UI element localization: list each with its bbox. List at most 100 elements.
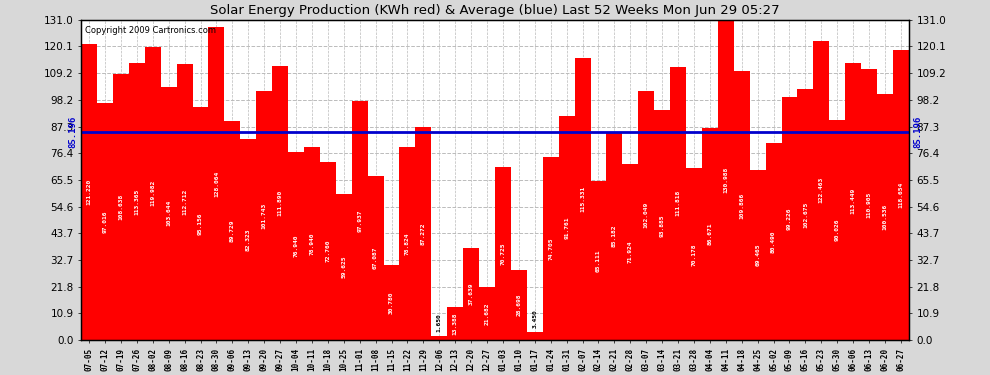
Bar [256, 91, 272, 340]
Bar [367, 176, 383, 340]
Text: 72.760: 72.760 [326, 240, 331, 262]
Text: 87.272: 87.272 [421, 222, 426, 245]
Text: 90.026: 90.026 [835, 219, 840, 241]
Bar [145, 46, 160, 340]
Text: 112.712: 112.712 [182, 189, 187, 215]
Text: 59.625: 59.625 [342, 256, 346, 278]
Bar [623, 164, 639, 340]
Text: 67.087: 67.087 [373, 247, 378, 269]
Text: 70.725: 70.725 [501, 242, 506, 265]
Bar [225, 121, 241, 340]
Text: 109.866: 109.866 [740, 193, 744, 219]
Bar [527, 332, 543, 340]
Text: 99.226: 99.226 [787, 207, 792, 230]
Text: 111.890: 111.890 [277, 190, 282, 216]
Text: 82.323: 82.323 [246, 228, 250, 251]
Text: 111.818: 111.818 [675, 190, 680, 216]
Text: 78.940: 78.940 [310, 232, 315, 255]
Bar [416, 127, 432, 340]
Text: 122.463: 122.463 [819, 177, 824, 204]
Text: 37.639: 37.639 [468, 283, 473, 305]
Bar [639, 90, 654, 340]
Bar [734, 71, 749, 340]
Text: 110.905: 110.905 [866, 191, 871, 217]
Bar [209, 27, 225, 340]
Bar [241, 139, 256, 340]
Bar [830, 120, 845, 340]
Text: 21.682: 21.682 [484, 302, 489, 325]
Bar [607, 132, 623, 340]
Bar [781, 98, 797, 340]
Bar [400, 147, 416, 340]
Bar [113, 74, 129, 340]
Text: 1.650: 1.650 [437, 314, 442, 332]
Bar [797, 89, 814, 340]
Bar [814, 40, 830, 340]
Bar [543, 158, 558, 340]
Text: 85.196: 85.196 [913, 116, 922, 148]
Text: 115.331: 115.331 [580, 186, 585, 212]
Text: 93.885: 93.885 [659, 214, 664, 237]
Text: 128.064: 128.064 [214, 170, 219, 196]
Bar [288, 152, 304, 340]
Bar [351, 100, 367, 340]
Bar [893, 50, 909, 340]
Text: 86.671: 86.671 [708, 223, 713, 245]
Bar [877, 94, 893, 340]
Title: Solar Energy Production (KWh red) & Average (blue) Last 52 Weeks Mon Jun 29 05:2: Solar Energy Production (KWh red) & Aver… [210, 4, 780, 17]
Bar [495, 167, 511, 340]
Bar [845, 63, 861, 340]
Text: Copyright 2009 Cartronics.com: Copyright 2009 Cartronics.com [85, 26, 216, 35]
Text: 108.638: 108.638 [119, 194, 124, 220]
Text: 102.675: 102.675 [803, 201, 808, 228]
Text: 95.156: 95.156 [198, 213, 203, 235]
Text: 28.698: 28.698 [517, 294, 522, 316]
Bar [81, 44, 97, 340]
Text: 102.049: 102.049 [644, 202, 648, 228]
Text: 30.780: 30.780 [389, 291, 394, 314]
Text: 97.937: 97.937 [357, 209, 362, 232]
Bar [97, 103, 113, 340]
Text: 103.644: 103.644 [166, 200, 171, 226]
Bar [686, 168, 702, 340]
Bar [129, 63, 145, 340]
Bar [590, 181, 607, 340]
Text: 91.761: 91.761 [564, 217, 569, 239]
Bar [463, 248, 479, 340]
Bar [320, 162, 336, 340]
Text: 85.182: 85.182 [612, 225, 617, 247]
Text: 119.982: 119.982 [150, 180, 155, 207]
Bar [702, 128, 718, 340]
Bar [574, 58, 590, 340]
Text: 65.111: 65.111 [596, 249, 601, 272]
Text: 89.729: 89.729 [230, 219, 235, 242]
Bar [447, 308, 463, 340]
Text: 13.388: 13.388 [452, 312, 457, 335]
Text: 80.490: 80.490 [771, 230, 776, 253]
Text: 113.365: 113.365 [135, 188, 140, 214]
Bar [479, 287, 495, 340]
Text: 71.924: 71.924 [628, 241, 633, 263]
Bar [765, 143, 781, 340]
Text: 3.450: 3.450 [533, 309, 538, 328]
Bar [383, 265, 400, 340]
Text: 76.940: 76.940 [294, 235, 299, 257]
Bar [558, 116, 574, 340]
Text: 97.016: 97.016 [103, 210, 108, 233]
Bar [176, 64, 193, 340]
Bar [193, 107, 209, 340]
Text: 118.654: 118.654 [898, 182, 904, 208]
Text: 85.196: 85.196 [68, 116, 77, 148]
Text: 121.220: 121.220 [86, 179, 92, 205]
Bar [670, 67, 686, 340]
Bar [272, 66, 288, 340]
Bar [304, 147, 320, 340]
Bar [511, 270, 527, 340]
Text: 100.536: 100.536 [882, 204, 887, 230]
Bar [861, 69, 877, 340]
Bar [749, 170, 765, 340]
Text: 70.178: 70.178 [691, 243, 696, 266]
Text: 74.705: 74.705 [548, 237, 553, 260]
Bar [432, 336, 447, 340]
Bar [160, 87, 176, 340]
